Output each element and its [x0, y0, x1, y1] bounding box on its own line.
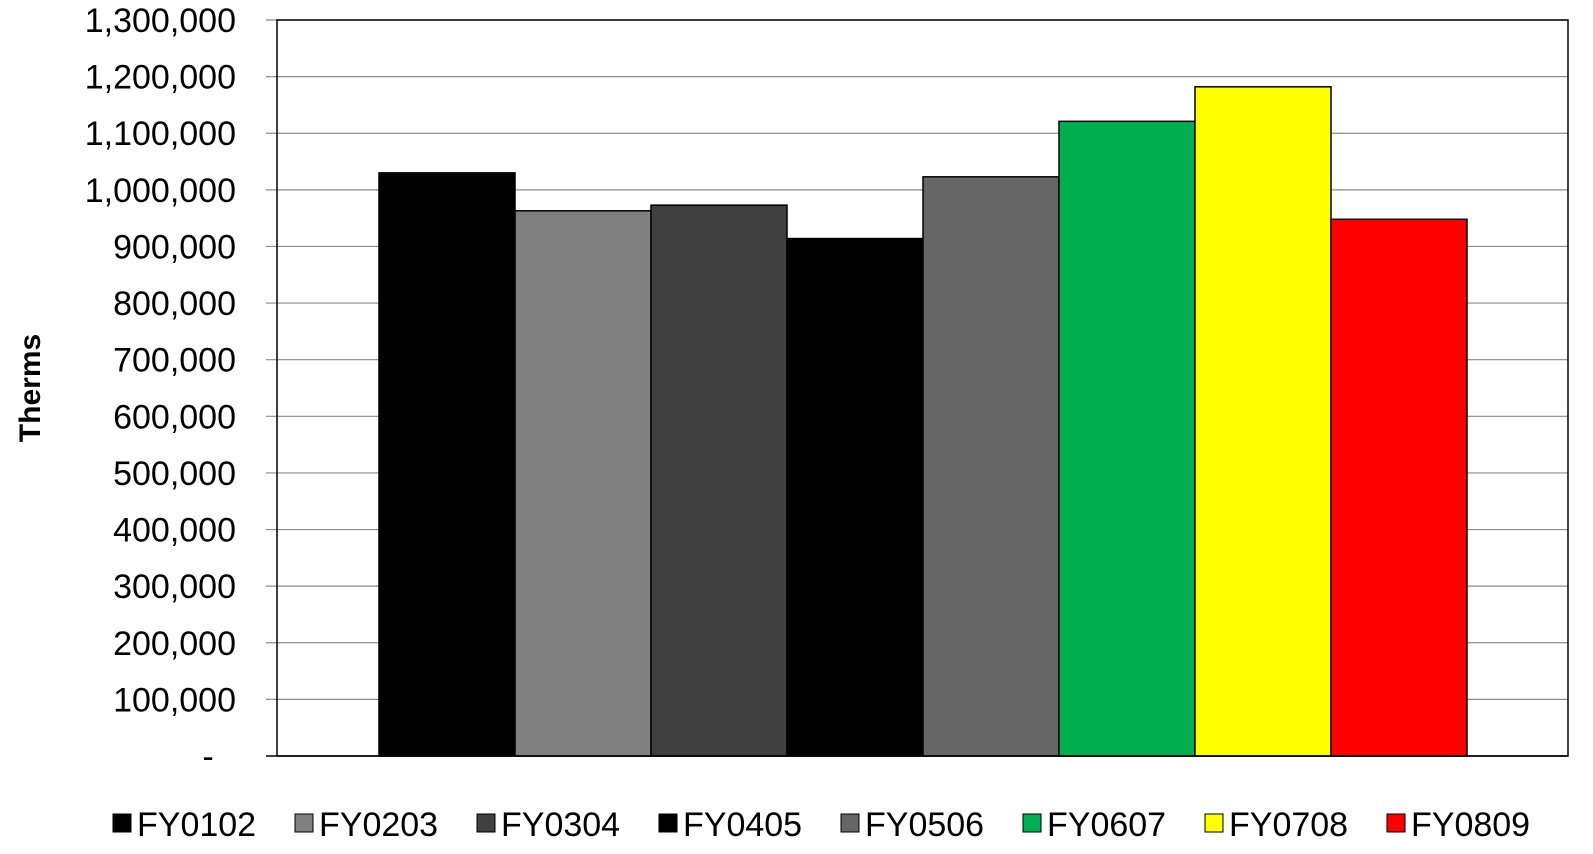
y-tick-label: 1,200,000 — [85, 59, 236, 97]
legend-label-fy0607: FY0607 — [1047, 806, 1166, 844]
bar-fy0203 — [514, 210, 652, 757]
bar-fy0607 — [1058, 120, 1196, 757]
bar-fy0405 — [786, 237, 924, 757]
y-tick-label: 300,000 — [113, 568, 236, 606]
legend-swatch-fy0102 — [112, 813, 132, 833]
bars — [378, 86, 1468, 757]
bar-fy0506 — [922, 176, 1060, 757]
legend-label-fy0708: FY0708 — [1229, 806, 1348, 844]
legend-label-fy0203: FY0203 — [319, 806, 438, 844]
legend-swatch-fy0506 — [840, 813, 860, 833]
legend-label-fy0506: FY0506 — [865, 806, 984, 844]
legend-swatch-fy0607 — [1022, 813, 1042, 833]
legend-label-fy0405: FY0405 — [683, 806, 802, 844]
bar-fy0102 — [378, 172, 516, 757]
legend-swatch-fy0809 — [1386, 813, 1406, 833]
legend-swatch-fy0405 — [658, 813, 678, 833]
y-axis-ticks: - 100,000 200,000 300,000 400,000 500,000 600,… — [85, 2, 236, 776]
y-tick-label: 500,000 — [113, 455, 236, 493]
y-tick-label: 900,000 — [113, 228, 236, 266]
y-tick-label: 200,000 — [113, 625, 236, 663]
legend-label-fy0102: FY0102 — [137, 806, 256, 844]
legend-swatch-fy0304 — [476, 813, 496, 833]
y-tick-label: 800,000 — [113, 285, 236, 323]
legend-swatch-fy0708 — [1204, 813, 1224, 833]
legend-swatch-fy0203 — [294, 813, 314, 833]
y-tick-label: 700,000 — [113, 342, 236, 380]
y-tick-label: - — [202, 738, 213, 776]
y-tick-label: 1,100,000 — [85, 115, 236, 153]
y-tick-label: 1,300,000 — [85, 2, 236, 40]
plot-area-border — [276, 19, 1569, 757]
y-tick-label: 600,000 — [113, 398, 236, 436]
bar-fy0809 — [1330, 218, 1468, 757]
bar-fy0304 — [650, 204, 788, 757]
y-tick-label: 400,000 — [113, 512, 236, 550]
y-tick-label: 100,000 — [113, 681, 236, 719]
legend-label-fy0304: FY0304 — [501, 806, 620, 844]
legend: FY0102 FY0203 FY0304 FY0405 FY0506 FY0607 FY07… — [112, 806, 1530, 844]
y-tick-label: 1,000,000 — [85, 172, 236, 210]
legend-label-fy0809: FY0809 — [1411, 806, 1530, 844]
bar-fy0708 — [1194, 86, 1332, 757]
y-axis-title: Therms — [14, 334, 47, 442]
